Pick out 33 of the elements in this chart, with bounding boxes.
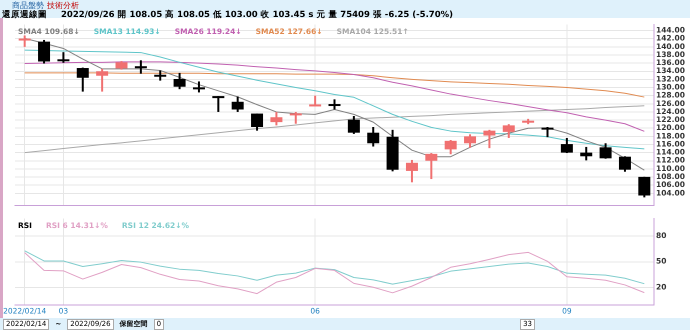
candlestick: [192, 80, 205, 94]
text: 技術分析: [47, 0, 79, 10]
candlestick: [57, 51, 70, 64]
candlestick: [270, 110, 282, 126]
candlestick: [134, 59, 147, 75]
candlestick: [348, 115, 360, 135]
candlestick: [502, 123, 515, 139]
text: 還原週線圖: [2, 10, 47, 21]
candlestick: [600, 142, 612, 160]
candlestick: [406, 158, 418, 184]
candlestick: [425, 152, 438, 180]
candlestick: [212, 95, 224, 113]
candlestick: [367, 126, 380, 148]
candlestick: [76, 66, 89, 93]
candlestick: [560, 136, 573, 154]
candlestick: [464, 133, 476, 149]
text: 2022/09/26 開 108.05 高 108.05 低 103.00 收 103.45 s 元 量 75409 張 -6.25 (-5.70%): [61, 9, 454, 21]
candlestick: [580, 146, 592, 162]
candlestick: [618, 155, 631, 173]
candlestick: [251, 112, 264, 132]
text: 商品盤勢: [12, 0, 44, 10]
candlestick: [232, 95, 244, 113]
candlestick: [309, 94, 322, 108]
candlestick: [483, 128, 496, 150]
candlestick: [290, 110, 302, 125]
candlestick: [174, 72, 186, 90]
candlestick: [154, 69, 166, 82]
candlestick: [38, 38, 50, 65]
candlestick: [638, 176, 650, 198]
candlestick: [18, 34, 31, 48]
candlestick: [542, 126, 554, 138]
candlestick: [444, 139, 457, 156]
candlestick: [328, 98, 340, 111]
